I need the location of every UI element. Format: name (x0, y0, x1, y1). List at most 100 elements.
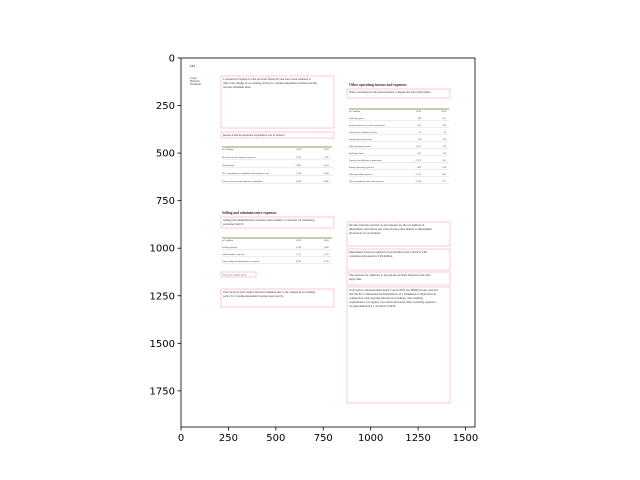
doc-line: personnel and IT. (223, 222, 244, 226)
highlight-box (346, 286, 451, 404)
doc-line: impairment allowances and write-downs re… (349, 227, 432, 231)
doc-text: 3,711 (296, 254, 302, 256)
doc-text: 199 (418, 118, 422, 120)
doc-line: requirement to recognise a provision inc… (349, 300, 436, 304)
doc-text: Other operating income and expenses (349, 83, 407, 87)
y-tick-label: 250 (156, 101, 175, 112)
doc-text: in € million (222, 148, 234, 151)
doc-line: Selling and administrative expenses rela… (223, 218, 315, 223)
doc-text: 433 (418, 125, 422, 127)
y-tick-label: 1250 (150, 291, 175, 302)
doc-text: 5,838 (324, 247, 330, 249)
doc-text: -459 (417, 167, 422, 169)
doc-text: 41 (419, 132, 422, 134)
doc-text: -2,373 (415, 174, 422, 176)
doc-text: Administrative expenses (222, 253, 245, 256)
doc-paragraph: Other operating income and expenses comp… (349, 90, 431, 94)
x-tick-label: 1000 (358, 433, 383, 444)
doc-text: -1,342 (415, 181, 422, 183)
doc-text: 155 (443, 118, 447, 120)
x-tick-label: 0 (178, 433, 184, 444)
doc-text: 310 (443, 125, 447, 127)
doc-text: Exchange losses (349, 152, 364, 155)
doc-text: 5,320 (324, 157, 330, 159)
doc-line: The expense for additions to provisions … (349, 273, 431, 277)
x-tick-label: 750 (314, 433, 333, 444)
doc-line: Financial (190, 80, 200, 83)
doc-paragraph: Comparative figures for the previous fin… (223, 77, 317, 89)
highlight-box (220, 131, 335, 139)
doc-text: 2019 (416, 110, 422, 113)
doc-line: Comparative figures for the previous fin… (223, 77, 312, 81)
doc-text: -1,897 (295, 165, 302, 167)
highlight-box (220, 216, 335, 229)
doc-line: policy for volume-dependent bonuses (see… (223, 294, 284, 298)
doc-text: 277 (443, 181, 447, 183)
doc-paragraph: In an ad hoc announcement dated 5 April … (349, 288, 438, 308)
doc-line: In an ad hoc announcement dated 5 April … (349, 288, 438, 293)
doc-text: 6,890 (324, 181, 330, 183)
doc-paragraph: Group Financial Statements (190, 77, 201, 86)
doc-text: -1,733 (415, 160, 422, 162)
x-tick-label: 500 (266, 433, 285, 444)
doc-text: Other operating expenses (349, 173, 372, 176)
doc-text: -210 (442, 167, 447, 169)
y-tick-label: 500 (156, 149, 175, 160)
doc-line: Other operating income and expenses comp… (349, 90, 431, 94)
doc-text: Exchange gains (349, 117, 364, 120)
x-tick-label: 1250 (405, 433, 430, 444)
doc-text: in € million (222, 239, 234, 242)
x-tick-label: 1500 (453, 433, 478, 444)
doc-text: 1,031 (416, 146, 422, 148)
doc-text: Other operating income and expenses (349, 180, 384, 183)
doc-text: 2018 (441, 110, 447, 113)
doc-text: Selling and administrative expenses (222, 211, 277, 215)
highlight-box (346, 271, 451, 286)
doc-text: Sundry operating income (349, 138, 372, 141)
doc-text: 5,952 (296, 157, 302, 159)
highlight-box (220, 288, 335, 308)
doc-line: conjunction with ongoing antitrust proce… (349, 296, 424, 300)
doc-line: reflect the change in accounting policy … (223, 81, 317, 85)
doc-paragraph: Selling and administrative expenses rela… (223, 218, 315, 226)
doc-line: customers amounted to € 49 million. (349, 254, 393, 258)
doc-text: 259 (443, 139, 447, 141)
axes-frame (180, 57, 476, 428)
doc-paragraph: Impairment losses recognised on receivab… (349, 250, 427, 258)
doc-text: 774 (443, 146, 447, 148)
doc-line: allowances on receivables. (349, 231, 381, 235)
doc-text: Other operating income (349, 145, 371, 148)
y-tick-label: 750 (156, 196, 175, 207)
doc-text: 2,134 (296, 173, 302, 175)
doc-line: by approximately € 1.4 billion in 2019. (349, 304, 396, 308)
y-tick-label: 1000 (150, 244, 175, 255)
doc-line: Statements (190, 83, 201, 86)
doc-text: 2018 (324, 239, 330, 242)
doc-text: Amortisation (222, 164, 235, 167)
doc-line: income statement lines. (223, 85, 251, 89)
doc-text: -181 (417, 153, 422, 155)
doc-text: Research and development expenses (222, 157, 256, 159)
doc-text: This year's figure above (223, 274, 248, 277)
doc-text: New expenditure for capitalised developm… (222, 172, 269, 175)
doc-text: 5,656 (296, 247, 302, 249)
y-tick-label: 0 (169, 54, 175, 65)
doc-text: in € million (349, 110, 361, 113)
y-tick-label: 1750 (150, 386, 175, 397)
doc-paragraph: Income from the reversal of and expense … (349, 223, 432, 235)
doc-text: 2019 (296, 239, 302, 242)
doc-line: Group (190, 77, 197, 80)
doc-line: that the EU Commission had informed it o… (349, 292, 436, 296)
highlight-box (346, 88, 451, 99)
doc-text: 124 (190, 64, 195, 68)
y-tick-label: 1500 (150, 339, 175, 350)
doc-text: Gains on the disposal of assets (349, 131, 377, 134)
highlight-box (346, 248, 451, 271)
doc-text: Sundry operating expenses (349, 166, 374, 169)
doc-text: 9,367 (296, 261, 302, 263)
highlight-box (220, 75, 335, 129)
doc-text: 6,419 (296, 181, 302, 183)
doc-text: Research and development expenditure was… (223, 134, 285, 137)
doc-text: 50 (444, 132, 447, 134)
